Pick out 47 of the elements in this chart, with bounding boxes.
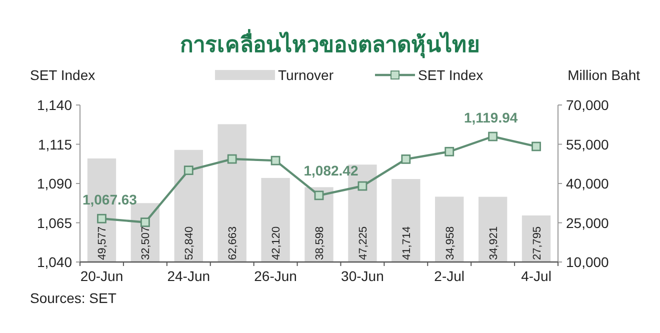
y2-tick-label: 25,000 <box>566 214 610 231</box>
y2-tick-label: 10,000 <box>566 254 610 270</box>
data-label: 27,795 <box>531 226 544 260</box>
data-label: 1,082.42 <box>304 162 358 178</box>
data-label: 32,507 <box>140 226 152 260</box>
data-label: 34,921 <box>488 226 500 260</box>
y-tick-label: 1,040 <box>36 254 72 270</box>
x-tick-label: 4-Jul <box>521 268 552 284</box>
data-label: 41,714 <box>400 226 413 260</box>
data-label: 47,225 <box>357 226 370 260</box>
y-axis-title: SET Index <box>30 67 96 83</box>
point <box>314 190 324 200</box>
point <box>401 154 411 164</box>
point <box>227 154 237 164</box>
y-tick-label: 1,115 <box>38 136 72 152</box>
data-label: 1,119.94 <box>464 109 518 126</box>
y-tick-label: 1,090 <box>36 176 72 192</box>
legend-label: Turnover <box>278 67 334 83</box>
x-tick-label: 20-Jun <box>80 268 124 284</box>
x-tick-label: 2-Jul <box>434 268 465 284</box>
y2-axis-title: Million Baht <box>568 67 640 83</box>
point <box>358 181 368 191</box>
x-tick-label: 30-Jun <box>341 268 384 284</box>
point <box>488 132 498 142</box>
point <box>184 166 194 176</box>
data-label: 52,840 <box>184 226 196 260</box>
data-label: 38,598 <box>314 226 326 260</box>
y2-tick-label: 40,000 <box>566 176 610 192</box>
legend-label: SET Index <box>418 67 484 83</box>
chart-title: การเคลื่อนไหวของตลาดหุ้นไทย <box>180 28 480 59</box>
x-tick-label: 26-Jun <box>254 268 297 284</box>
y2-tick-label: 70,000 <box>566 97 610 113</box>
data-label: 49,577 <box>96 226 109 260</box>
point <box>140 218 150 227</box>
y2-tick-label: 55,000 <box>566 136 610 152</box>
point <box>270 156 280 166</box>
data-label: 34,958 <box>444 226 456 260</box>
point <box>97 214 106 224</box>
data-label: 62,663 <box>227 226 240 260</box>
y-tick-label: 1,140 <box>36 97 72 113</box>
x-tick-label: 24-Jun <box>167 268 210 284</box>
point <box>444 146 454 156</box>
point <box>532 142 541 152</box>
data-label: 1,067.63 <box>82 192 138 208</box>
y-tick-label: 1,065 <box>36 214 72 231</box>
source-note: Sources: SET <box>30 290 117 306</box>
data-label: 42,120 <box>270 226 283 260</box>
